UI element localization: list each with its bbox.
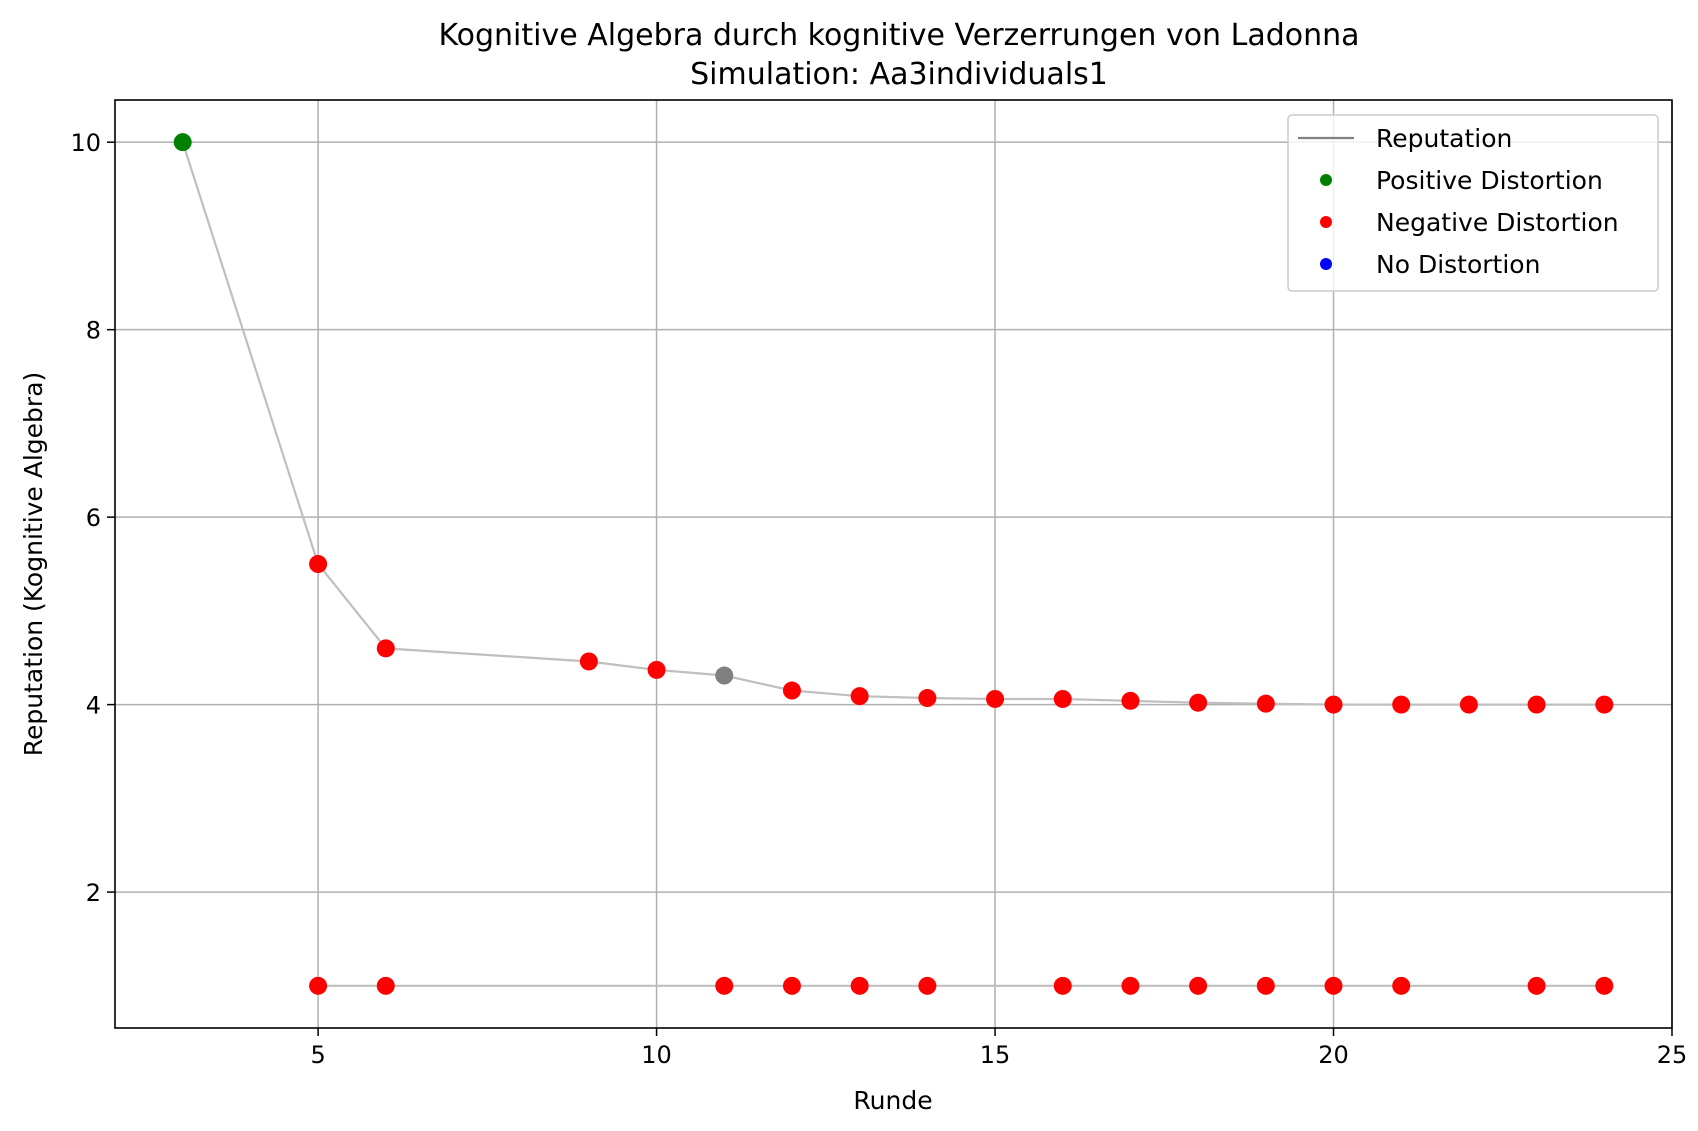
- data-point: [782, 976, 801, 995]
- legend-label: Negative Distortion: [1376, 208, 1619, 237]
- legend-dot-swatch: [1320, 216, 1332, 228]
- data-point: [376, 639, 395, 658]
- data-point: [1053, 689, 1072, 708]
- legend-box: [1287, 114, 1659, 292]
- data-point: [1392, 976, 1411, 995]
- data-point: [647, 660, 666, 679]
- data-point: [1256, 976, 1275, 995]
- data-point: [715, 976, 734, 995]
- data-point: [782, 681, 801, 700]
- data-point: [309, 976, 328, 995]
- data-point: [309, 555, 328, 573]
- data-point: [1324, 695, 1343, 714]
- y-tick-label: 10: [70, 129, 101, 157]
- data-point: [1121, 691, 1140, 710]
- data-point: [1121, 976, 1140, 995]
- x-axis-ticks: 5 10 15 20 25: [310, 1028, 1687, 1069]
- data-point: [918, 976, 937, 995]
- data-point: [376, 976, 395, 995]
- legend-label: No Distortion: [1376, 250, 1540, 279]
- plot-frame: [114, 99, 1673, 1029]
- data-point: [1324, 976, 1343, 995]
- data-point: [986, 689, 1005, 708]
- y-tick-label: 8: [86, 317, 101, 345]
- x-tick-label: 10: [641, 1041, 672, 1069]
- legend-dot-swatch: [1320, 258, 1332, 270]
- data-point: [850, 976, 869, 995]
- x-tick-label: 25: [1657, 1041, 1688, 1069]
- x-tick-label: 15: [980, 1041, 1011, 1069]
- x-tick-label: 20: [1318, 1041, 1349, 1069]
- data-point: [1392, 695, 1411, 714]
- data-point: [1527, 976, 1546, 995]
- chart-subtitle: Simulation: Aa3individuals1: [690, 57, 1108, 92]
- data-point: [1189, 693, 1208, 712]
- data-point: [918, 689, 937, 708]
- data-point: [715, 666, 734, 685]
- y-tick-label: 2: [86, 879, 101, 907]
- x-axis-label: Runde: [853, 1086, 932, 1115]
- data-point: [1256, 694, 1275, 713]
- chart-title: Kognitive Algebra durch kognitive Verzer…: [438, 18, 1359, 53]
- data-point: [173, 133, 192, 152]
- y-tick-label: 4: [86, 692, 101, 720]
- data-point: [1189, 976, 1208, 995]
- data-point: [1053, 976, 1072, 995]
- data-point: [1595, 695, 1614, 714]
- legend-label: Reputation: [1376, 124, 1512, 153]
- data-point: [1459, 695, 1478, 714]
- legend-dot-swatch: [1320, 174, 1332, 186]
- y-axis-label: Reputation (Kognitive Algebra): [19, 372, 48, 757]
- legend: Reputation Positive Distortion Negative Di…: [1287, 114, 1659, 292]
- y-tick-label: 6: [86, 504, 101, 532]
- legend-label: Positive Distortion: [1376, 166, 1603, 195]
- x-tick-label: 5: [310, 1041, 325, 1069]
- data-points: [173, 133, 1614, 995]
- data-point: [1595, 976, 1614, 995]
- data-point: [850, 687, 869, 706]
- data-point: [579, 652, 598, 671]
- data-point: [1527, 695, 1546, 714]
- y-axis-ticks: 2 4 6 8 10: [70, 129, 115, 907]
